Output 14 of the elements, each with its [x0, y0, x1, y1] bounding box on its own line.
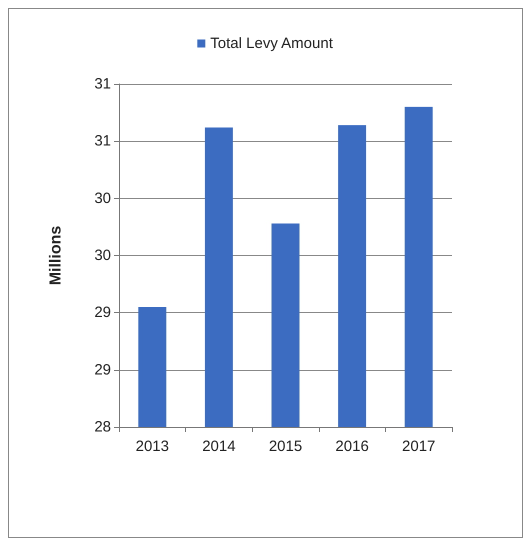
- y-tick-label: 31: [94, 132, 111, 150]
- y-tick-label: 30: [94, 190, 111, 207]
- x-tick-label: 2016: [335, 438, 369, 455]
- x-tick-label: 2017: [402, 438, 436, 455]
- legend-label: Total Levy Amount: [210, 35, 334, 52]
- x-tick-label: 2014: [202, 438, 236, 455]
- y-tick-label: 28: [94, 418, 111, 436]
- y-tick-label: 29: [94, 304, 111, 322]
- y-tick-label: 29: [94, 361, 111, 378]
- x-tick-label: 2015: [268, 438, 302, 455]
- y-tick-label: 30: [94, 247, 111, 264]
- y-axis-title: Millions: [48, 226, 64, 286]
- x-tick-label: 2013: [136, 438, 169, 455]
- y-tick-label: 31: [94, 76, 111, 92]
